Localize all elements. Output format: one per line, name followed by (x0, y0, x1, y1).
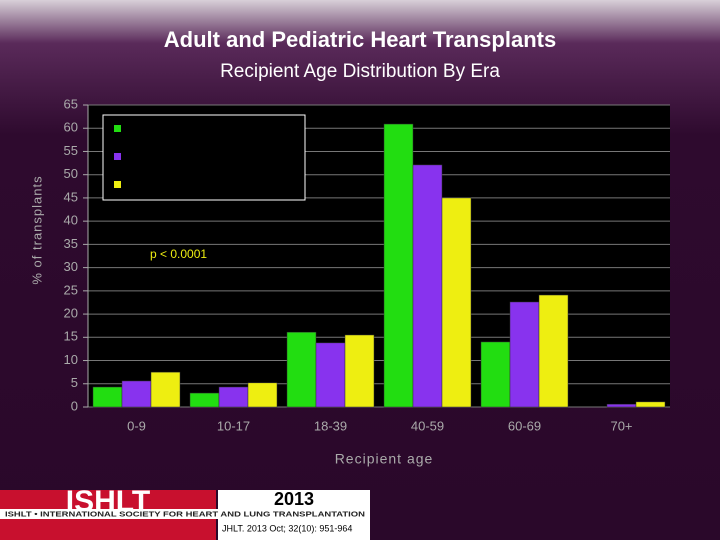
bar (538, 294, 569, 408)
y-tick-label: 35 (64, 236, 78, 251)
bar (92, 386, 123, 408)
x-tick-label: 40-59 (411, 418, 444, 433)
bar (189, 392, 220, 408)
x-tick-label: 18-39 (314, 418, 347, 433)
bar (606, 403, 637, 408)
chart-title: Adult and Pediatric Heart Transplants (164, 27, 556, 52)
y-tick-label: 5 (71, 375, 78, 390)
y-tick-label: 0 (71, 398, 78, 413)
citation: JHLT. 2013 Oct; 32(10): 951-964 (222, 523, 352, 533)
x-tick-label: 60-69 (508, 418, 541, 433)
x-tick-label: 10-17 (217, 418, 250, 433)
bar (509, 301, 540, 408)
logo-band (0, 509, 370, 519)
citation-box (218, 519, 370, 540)
bar (635, 401, 666, 408)
y-axis-title: % of transplants (29, 175, 44, 284)
chart-subtitle: Recipient Age Distribution By Era (220, 61, 500, 82)
y-tick-label: 60 (64, 120, 78, 135)
y-tick-label: 45 (64, 189, 78, 204)
bar (286, 331, 317, 408)
x-axis-title: Recipient age (335, 451, 434, 467)
y-tick-label: 25 (64, 282, 78, 297)
y-tick-label: 50 (64, 166, 78, 181)
year: 2013 (274, 489, 314, 509)
society-name: ISHLT • INTERNATIONAL SOCIETY FOR HEART … (5, 511, 365, 518)
year-box (218, 490, 370, 509)
x-tick-label: 70+ (610, 418, 632, 433)
bar (247, 382, 278, 408)
bar (150, 371, 181, 408)
bar (121, 380, 152, 408)
bar (315, 342, 346, 408)
y-tick-label: 20 (64, 306, 78, 321)
y-tick-label: 55 (64, 143, 78, 158)
y-tick-label: 65 (64, 96, 78, 111)
bar (383, 123, 414, 408)
legend-swatch (114, 181, 121, 188)
bar (344, 334, 375, 408)
y-tick-label: 10 (64, 352, 78, 367)
bar (441, 197, 472, 408)
y-tick-label: 30 (64, 259, 78, 274)
y-tick-label: 40 (64, 213, 78, 228)
annotation: p < 0.0001 (150, 247, 207, 261)
bar (218, 386, 249, 408)
bar (480, 341, 511, 408)
legend-swatch (114, 125, 121, 132)
x-tick-label: 0-9 (127, 418, 146, 433)
legend (102, 114, 306, 201)
y-tick-label: 15 (64, 329, 78, 344)
legend-swatch (114, 153, 121, 160)
bar (412, 164, 443, 408)
